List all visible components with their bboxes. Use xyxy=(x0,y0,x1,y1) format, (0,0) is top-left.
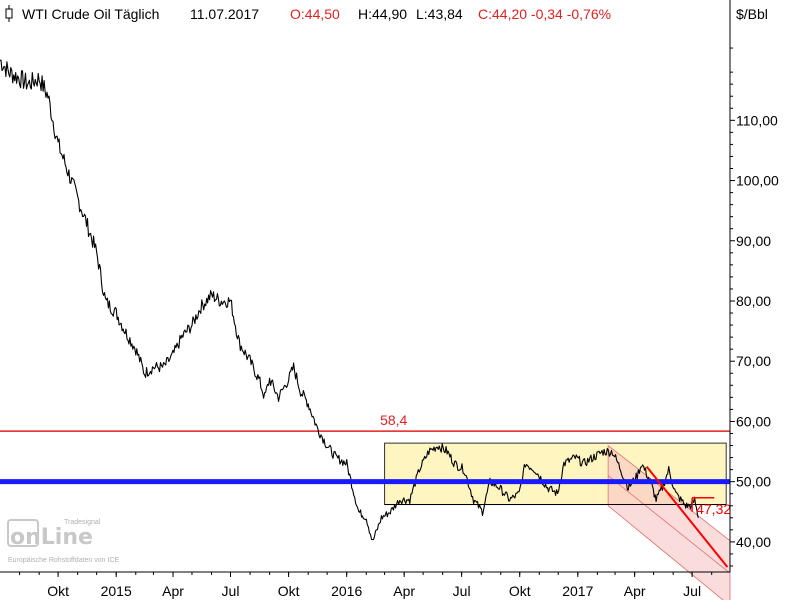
y-tick-label: 110,00 xyxy=(736,112,778,128)
x-tick-label: Okt xyxy=(278,583,300,599)
x-axis: Okt 2015 Apr Jul Okt 2016 Apr Jul Okt 2017 Apr Jul xyxy=(0,571,730,599)
y-tick-label: 80,00 xyxy=(736,293,771,309)
y-tick-label: 90,00 xyxy=(736,233,771,249)
x-tick-label: Jul xyxy=(683,583,701,599)
watermark-logo-icon xyxy=(7,519,39,547)
trend-line xyxy=(645,465,729,568)
watermark-source: Europäische Rohstoffdaten von ICE xyxy=(8,557,119,564)
tradesignal-watermark: onLine Tradesignal Europäische Rohstoffd… xyxy=(7,519,119,564)
instrument-name: WTI Crude Oil Täglich xyxy=(22,6,159,22)
quote-high: H:44,90 xyxy=(358,6,407,22)
y-axis: $/Bbl 110,00 100,00 90,00 80,00 70,00 60,00 50… xyxy=(729,0,779,572)
y-tick-label: 50,00 xyxy=(736,474,771,490)
y-tick-label: 40,00 xyxy=(736,534,771,550)
y-tick-label: 100,00 xyxy=(736,173,779,189)
y-tick-label: 60,00 xyxy=(736,413,771,429)
x-tick-label: Okt xyxy=(509,583,531,599)
x-tick-label: 2016 xyxy=(331,583,362,599)
x-tick-label: 2017 xyxy=(562,583,593,599)
svg-text:WTI Crude Oil Täglich 11: WTI Crude Oil Täglich 11.07.2017 O:44,50… xyxy=(22,6,611,22)
x-tick-label: Apr xyxy=(162,583,184,599)
chart-header: WTI Crude Oil Täglich 11.07.2017 O:44,50… xyxy=(5,5,611,22)
channel-midline xyxy=(607,475,731,574)
quote-close-change: C:44,20 -0,34 -0,76% xyxy=(478,6,611,22)
price-line xyxy=(0,59,699,541)
y-axis-unit: $/Bbl xyxy=(736,6,768,22)
watermark-logo-text: onLine xyxy=(10,525,93,550)
target-label: 47,32 xyxy=(696,501,731,517)
x-tick-label: Jul xyxy=(222,583,240,599)
symbol-icon[interactable] xyxy=(5,5,13,22)
x-tick-label: 2015 xyxy=(101,583,132,599)
quote-date: 11.07.2017 xyxy=(190,6,259,22)
x-tick-label: Okt xyxy=(47,583,69,599)
quote-open: O:44,50 xyxy=(290,6,340,22)
watermark-brand: Tradesignal xyxy=(64,519,101,526)
x-tick-label: Apr xyxy=(393,583,415,599)
y-tick-label: 70,00 xyxy=(736,353,771,369)
x-tick-label: Jul xyxy=(453,583,471,599)
x-tick-label: Apr xyxy=(624,583,646,599)
quote-low: L:43,84 xyxy=(416,6,463,22)
resistance-label: 58,4 xyxy=(380,412,407,428)
